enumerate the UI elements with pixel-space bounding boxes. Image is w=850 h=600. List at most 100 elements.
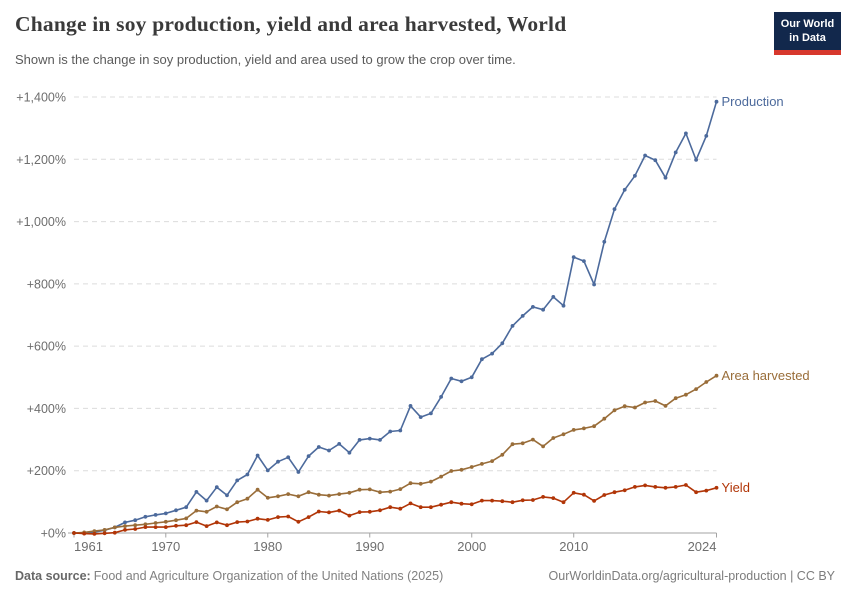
data-point-area-harvested[interactable] — [163, 519, 168, 524]
data-point-yield[interactable] — [347, 513, 352, 518]
data-point-production[interactable] — [306, 454, 311, 458]
data-point-area-harvested[interactable] — [153, 521, 158, 525]
data-point-area-harvested[interactable] — [480, 462, 484, 466]
data-point-production[interactable] — [255, 453, 260, 458]
data-point-yield[interactable] — [153, 525, 158, 529]
data-point-area-harvested[interactable] — [510, 442, 515, 447]
data-point-yield[interactable] — [429, 505, 433, 510]
data-point-area-harvested[interactable] — [204, 509, 209, 514]
data-point-area-harvested[interactable] — [582, 426, 586, 431]
data-point-area-harvested[interactable] — [225, 507, 229, 512]
data-point-yield[interactable] — [204, 524, 209, 528]
owid-logo[interactable]: Our World in Data — [774, 12, 841, 55]
data-point-production[interactable] — [449, 376, 454, 381]
data-point-area-harvested[interactable] — [643, 400, 647, 405]
data-point-area-harvested[interactable] — [337, 492, 342, 496]
data-point-production[interactable] — [357, 438, 362, 442]
data-point-production[interactable] — [225, 493, 229, 498]
data-point-production[interactable] — [592, 282, 596, 287]
data-point-yield[interactable] — [163, 525, 168, 529]
data-point-area-harvested[interactable] — [245, 496, 250, 501]
data-point-yield[interactable] — [714, 485, 719, 490]
data-point-area-harvested[interactable] — [214, 504, 219, 509]
data-point-area-harvested[interactable] — [602, 416, 607, 421]
data-point-area-harvested[interactable] — [398, 487, 403, 491]
data-point-production[interactable] — [235, 478, 240, 483]
data-point-area-harvested[interactable] — [684, 392, 688, 397]
data-point-production[interactable] — [153, 513, 158, 517]
data-point-production[interactable] — [622, 187, 627, 192]
data-point-area-harvested[interactable] — [653, 399, 658, 403]
data-point-area-harvested[interactable] — [316, 492, 321, 497]
series-line-production[interactable] — [73, 100, 718, 535]
data-point-yield[interactable] — [245, 519, 250, 524]
data-point-production[interactable] — [388, 429, 393, 434]
data-point-area-harvested[interactable] — [143, 522, 148, 527]
data-point-area-harvested[interactable] — [92, 529, 97, 533]
data-point-yield[interactable] — [571, 490, 576, 495]
data-point-area-harvested[interactable] — [265, 495, 270, 500]
data-point-yield[interactable] — [469, 502, 474, 507]
data-point-area-harvested[interactable] — [714, 373, 719, 378]
data-point-yield[interactable] — [602, 493, 607, 497]
data-point-production[interactable] — [214, 485, 219, 490]
data-point-area-harvested[interactable] — [633, 405, 637, 410]
data-point-production[interactable] — [133, 518, 138, 523]
line-chart-canvas[interactable]: +0% +200% +400% +600% +800% +1,000% +1,200% +1,… — [0, 80, 850, 558]
data-point-production[interactable] — [510, 324, 515, 328]
data-point-production[interactable] — [633, 173, 637, 178]
data-point-yield[interactable] — [378, 508, 382, 513]
data-point-yield[interactable] — [194, 520, 199, 524]
data-point-production[interactable] — [480, 357, 484, 362]
data-point-production[interactable] — [276, 459, 280, 464]
data-point-production[interactable] — [561, 303, 566, 308]
data-point-area-harvested[interactable] — [520, 441, 525, 446]
data-point-yield[interactable] — [439, 502, 443, 507]
series-label-yield[interactable]: Yield — [722, 480, 750, 495]
data-point-production[interactable] — [439, 395, 443, 399]
series-line-area-harvested[interactable] — [73, 374, 718, 534]
data-point-area-harvested[interactable] — [694, 387, 698, 391]
data-point-production[interactable] — [296, 470, 301, 474]
data-point-production[interactable] — [174, 508, 178, 513]
data-point-production[interactable] — [582, 259, 586, 263]
data-point-area-harvested[interactable] — [571, 428, 576, 432]
data-point-area-harvested[interactable] — [459, 467, 464, 472]
data-point-area-harvested[interactable] — [194, 508, 199, 513]
data-point-area-harvested[interactable] — [612, 408, 617, 413]
data-point-yield[interactable] — [184, 523, 189, 528]
data-point-production[interactable] — [571, 255, 576, 259]
data-point-yield[interactable] — [408, 501, 413, 506]
data-point-yield[interactable] — [704, 488, 709, 493]
attribution-link[interactable]: OurWorldinData.org/agricultural-producti… — [548, 569, 835, 583]
data-point-yield[interactable] — [235, 520, 240, 524]
data-point-production[interactable] — [673, 150, 678, 155]
data-point-yield[interactable] — [102, 531, 107, 536]
data-point-area-harvested[interactable] — [449, 469, 454, 473]
data-point-production[interactable] — [531, 305, 535, 309]
data-point-yield[interactable] — [72, 531, 76, 535]
data-point-area-harvested[interactable] — [663, 404, 668, 408]
data-point-area-harvested[interactable] — [429, 479, 433, 484]
data-point-yield[interactable] — [123, 528, 127, 532]
series-label-production[interactable]: Production — [722, 94, 784, 109]
data-point-production[interactable] — [286, 455, 291, 460]
data-point-area-harvested[interactable] — [327, 493, 331, 498]
data-point-area-harvested[interactable] — [347, 490, 352, 495]
data-point-yield[interactable] — [337, 508, 342, 513]
data-point-area-harvested[interactable] — [388, 489, 393, 494]
data-point-production[interactable] — [408, 404, 413, 408]
data-point-yield[interactable] — [265, 518, 270, 522]
data-point-yield[interactable] — [561, 500, 566, 505]
data-point-area-harvested[interactable] — [490, 459, 494, 463]
data-point-yield[interactable] — [418, 505, 423, 510]
data-point-yield[interactable] — [500, 499, 505, 504]
data-point-area-harvested[interactable] — [704, 380, 709, 384]
data-point-production[interactable] — [418, 415, 423, 419]
data-point-yield[interactable] — [327, 510, 331, 515]
data-point-yield[interactable] — [112, 530, 117, 535]
data-point-production[interactable] — [184, 505, 189, 510]
data-point-yield[interactable] — [480, 498, 484, 503]
data-point-area-harvested[interactable] — [296, 494, 301, 499]
data-point-yield[interactable] — [643, 483, 647, 488]
